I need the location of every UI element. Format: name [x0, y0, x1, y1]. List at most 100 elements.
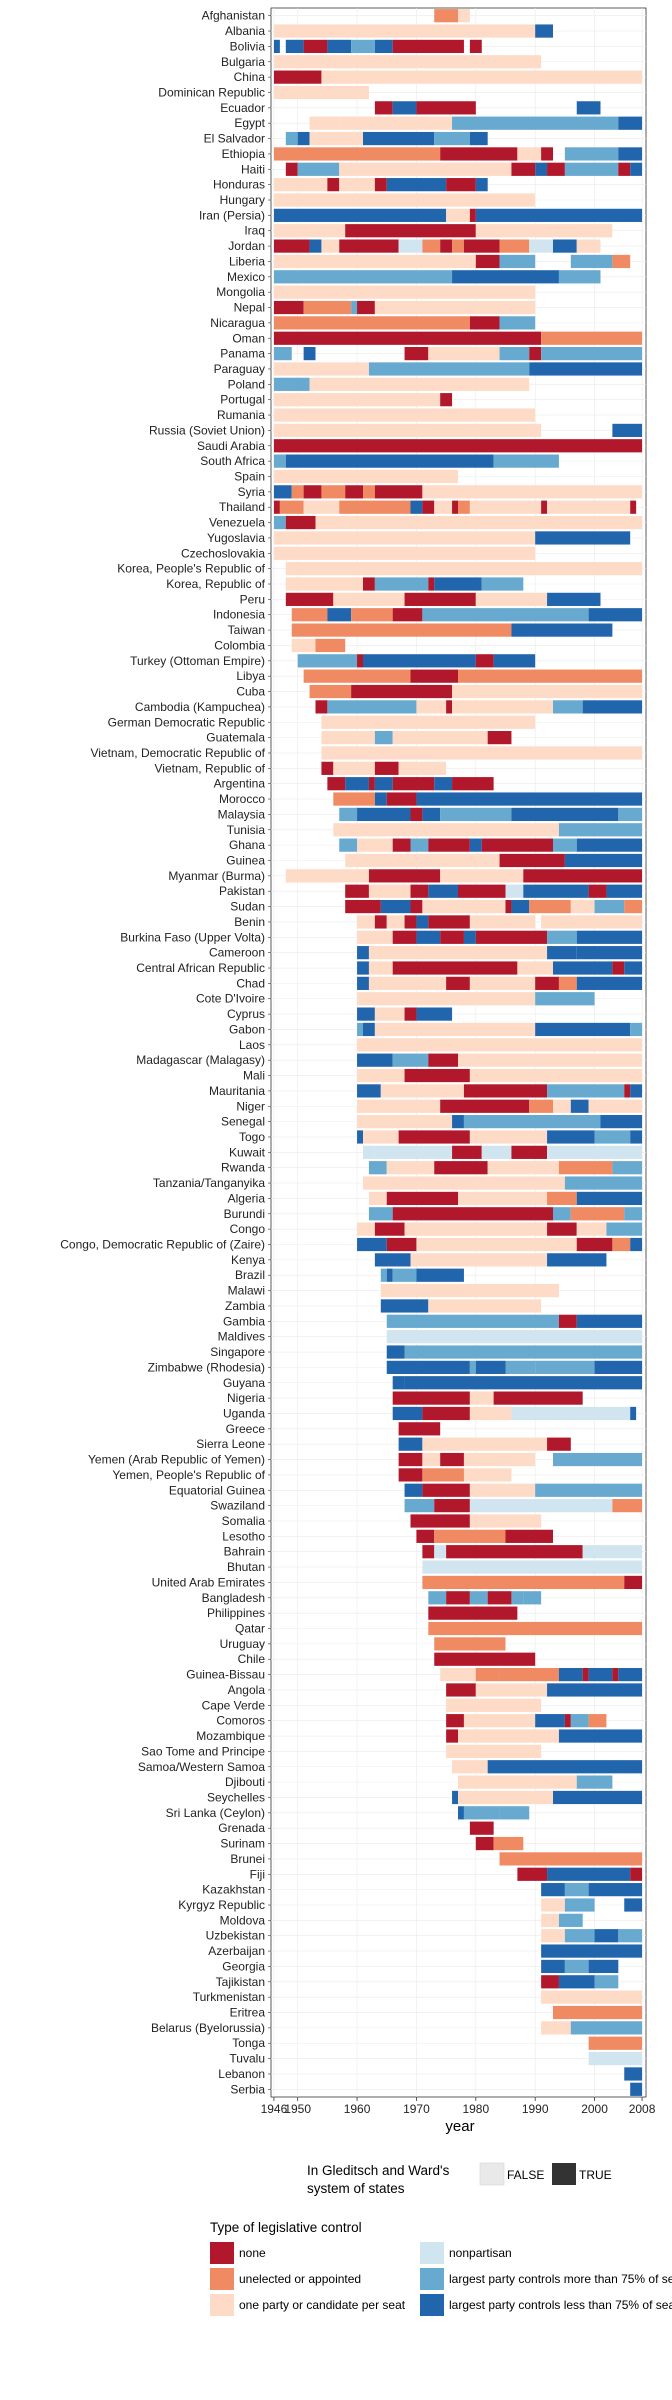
- country-label: Qatar: [235, 1622, 265, 1636]
- country-label: Cyprus: [227, 1007, 265, 1021]
- legend-swatch-2: [210, 2294, 234, 2316]
- segment-62-2: [392, 961, 518, 975]
- segment-100-1: [434, 1545, 447, 1559]
- country-label: El Salvador: [204, 132, 265, 146]
- country-label: Tuvalu: [229, 2052, 265, 2066]
- segment-71-1: [440, 1099, 530, 1113]
- segment-64-0: [357, 992, 536, 1006]
- country-label: Cote D'Ivoire: [196, 992, 265, 1006]
- segment-21-1: [541, 331, 643, 345]
- segment-60-3: [440, 930, 464, 944]
- segment-13-2: [469, 208, 476, 222]
- segment-123-0: [541, 1898, 565, 1912]
- segment-15-12: [576, 239, 601, 253]
- segment-26-0: [273, 408, 536, 422]
- country-label: Guatemala: [206, 731, 265, 745]
- country-label: Russia (Soviet Union): [149, 423, 265, 437]
- segment-111-2: [535, 1714, 565, 1728]
- segment-49-3: [398, 761, 447, 775]
- x-axis-title: year: [445, 2118, 474, 2135]
- country-label: Poland: [228, 377, 265, 391]
- segment-25-1: [440, 393, 453, 407]
- segment-100-3: [582, 1545, 643, 1559]
- segment-45-4: [452, 700, 553, 714]
- segment-103-3: [487, 1591, 512, 1605]
- segment-62-5: [612, 961, 625, 975]
- segment-57-3: [428, 884, 458, 898]
- segment-99-0: [416, 1529, 435, 1543]
- country-label: Lebanon: [218, 2067, 265, 2081]
- segment-31-4: [345, 485, 363, 499]
- segment-37-5: [481, 577, 524, 591]
- segment-69-1: [404, 1068, 470, 1083]
- segment-98-0: [410, 1514, 470, 1528]
- segment-61-3: [576, 946, 643, 960]
- country-label: Dominican Republic: [158, 85, 265, 99]
- segment-77-2: [458, 1191, 548, 1206]
- country-label: Honduras: [213, 178, 265, 192]
- country-label: Thailand: [219, 500, 265, 514]
- segment-91-3: [511, 1406, 631, 1421]
- segment-32-0: [273, 500, 280, 514]
- country-label: Maldives: [218, 1330, 265, 1344]
- segment-59-7: [541, 915, 643, 929]
- country-label: Iraq: [244, 224, 265, 238]
- legend-label-2: one party or candidate per seat: [239, 2298, 406, 2312]
- country-label: Sao Tome and Principe: [141, 1744, 265, 1758]
- segment-29-2: [493, 454, 559, 468]
- segment-33-0: [273, 515, 286, 530]
- segment-79-3: [547, 1222, 577, 1236]
- x-tick-label: 1960: [344, 2102, 371, 2116]
- country-label: Ecuador: [220, 101, 265, 115]
- country-label: Burkina Faso (Upper Volta): [120, 930, 265, 944]
- segment-57-7: [588, 884, 607, 898]
- segment-25-0: [273, 393, 441, 407]
- segment-131-0: [541, 2021, 571, 2035]
- segment-117-1: [463, 1806, 500, 1820]
- segment-2-6: [392, 39, 464, 54]
- segment-131-1: [570, 2021, 643, 2035]
- segment-70-2: [463, 1084, 548, 1098]
- x-tick-label: 1980: [462, 2102, 489, 2116]
- segment-125-2: [594, 1929, 619, 1943]
- segment-73-4: [547, 1130, 595, 1144]
- segment-54-3: [410, 838, 429, 852]
- segment-55-0: [345, 853, 500, 868]
- country-label: Laos: [239, 1038, 265, 1052]
- segment-112-0: [446, 1729, 459, 1743]
- segment-21-0: [273, 331, 542, 345]
- country-label: Central African Republic: [136, 961, 265, 975]
- country-label: Grenada: [218, 1821, 265, 1835]
- segment-16-4: [612, 254, 631, 269]
- segment-4-1: [321, 70, 643, 84]
- segment-73-6: [630, 1130, 643, 1144]
- segment-61-2: [547, 946, 577, 960]
- segment-38-2: [404, 592, 476, 606]
- segment-32-9: [469, 500, 542, 514]
- segment-50-3: [374, 777, 393, 791]
- segment-77-3: [547, 1191, 577, 1206]
- segment-8-4: [434, 131, 470, 146]
- segment-10-7: [618, 162, 631, 176]
- segment-36-0: [285, 562, 643, 576]
- segment-128-2: [594, 1975, 619, 1989]
- segment-50-6: [452, 777, 494, 791]
- segment-120-0: [499, 1852, 643, 1866]
- segment-22-5: [529, 347, 542, 361]
- legend-label-4: largest party controls more than 75% of …: [449, 2272, 672, 2286]
- segment-80-4: [612, 1237, 631, 1252]
- legend-swatch-1: [210, 2268, 234, 2290]
- segment-83-0: [380, 1283, 559, 1298]
- segment-16-3: [570, 254, 613, 269]
- segment-80-1: [386, 1237, 417, 1252]
- segment-104-0: [428, 1606, 518, 1620]
- segment-107-0: [434, 1652, 536, 1666]
- segment-38-3: [475, 592, 548, 606]
- segment-109-0: [446, 1683, 476, 1697]
- segment-122-1: [564, 1883, 589, 1897]
- segment-79-5: [606, 1222, 643, 1236]
- country-label: Egypt: [234, 116, 265, 130]
- segment-128-0: [541, 1975, 559, 1989]
- segment-96-2: [469, 1483, 536, 1497]
- segment-85-1: [558, 1314, 577, 1328]
